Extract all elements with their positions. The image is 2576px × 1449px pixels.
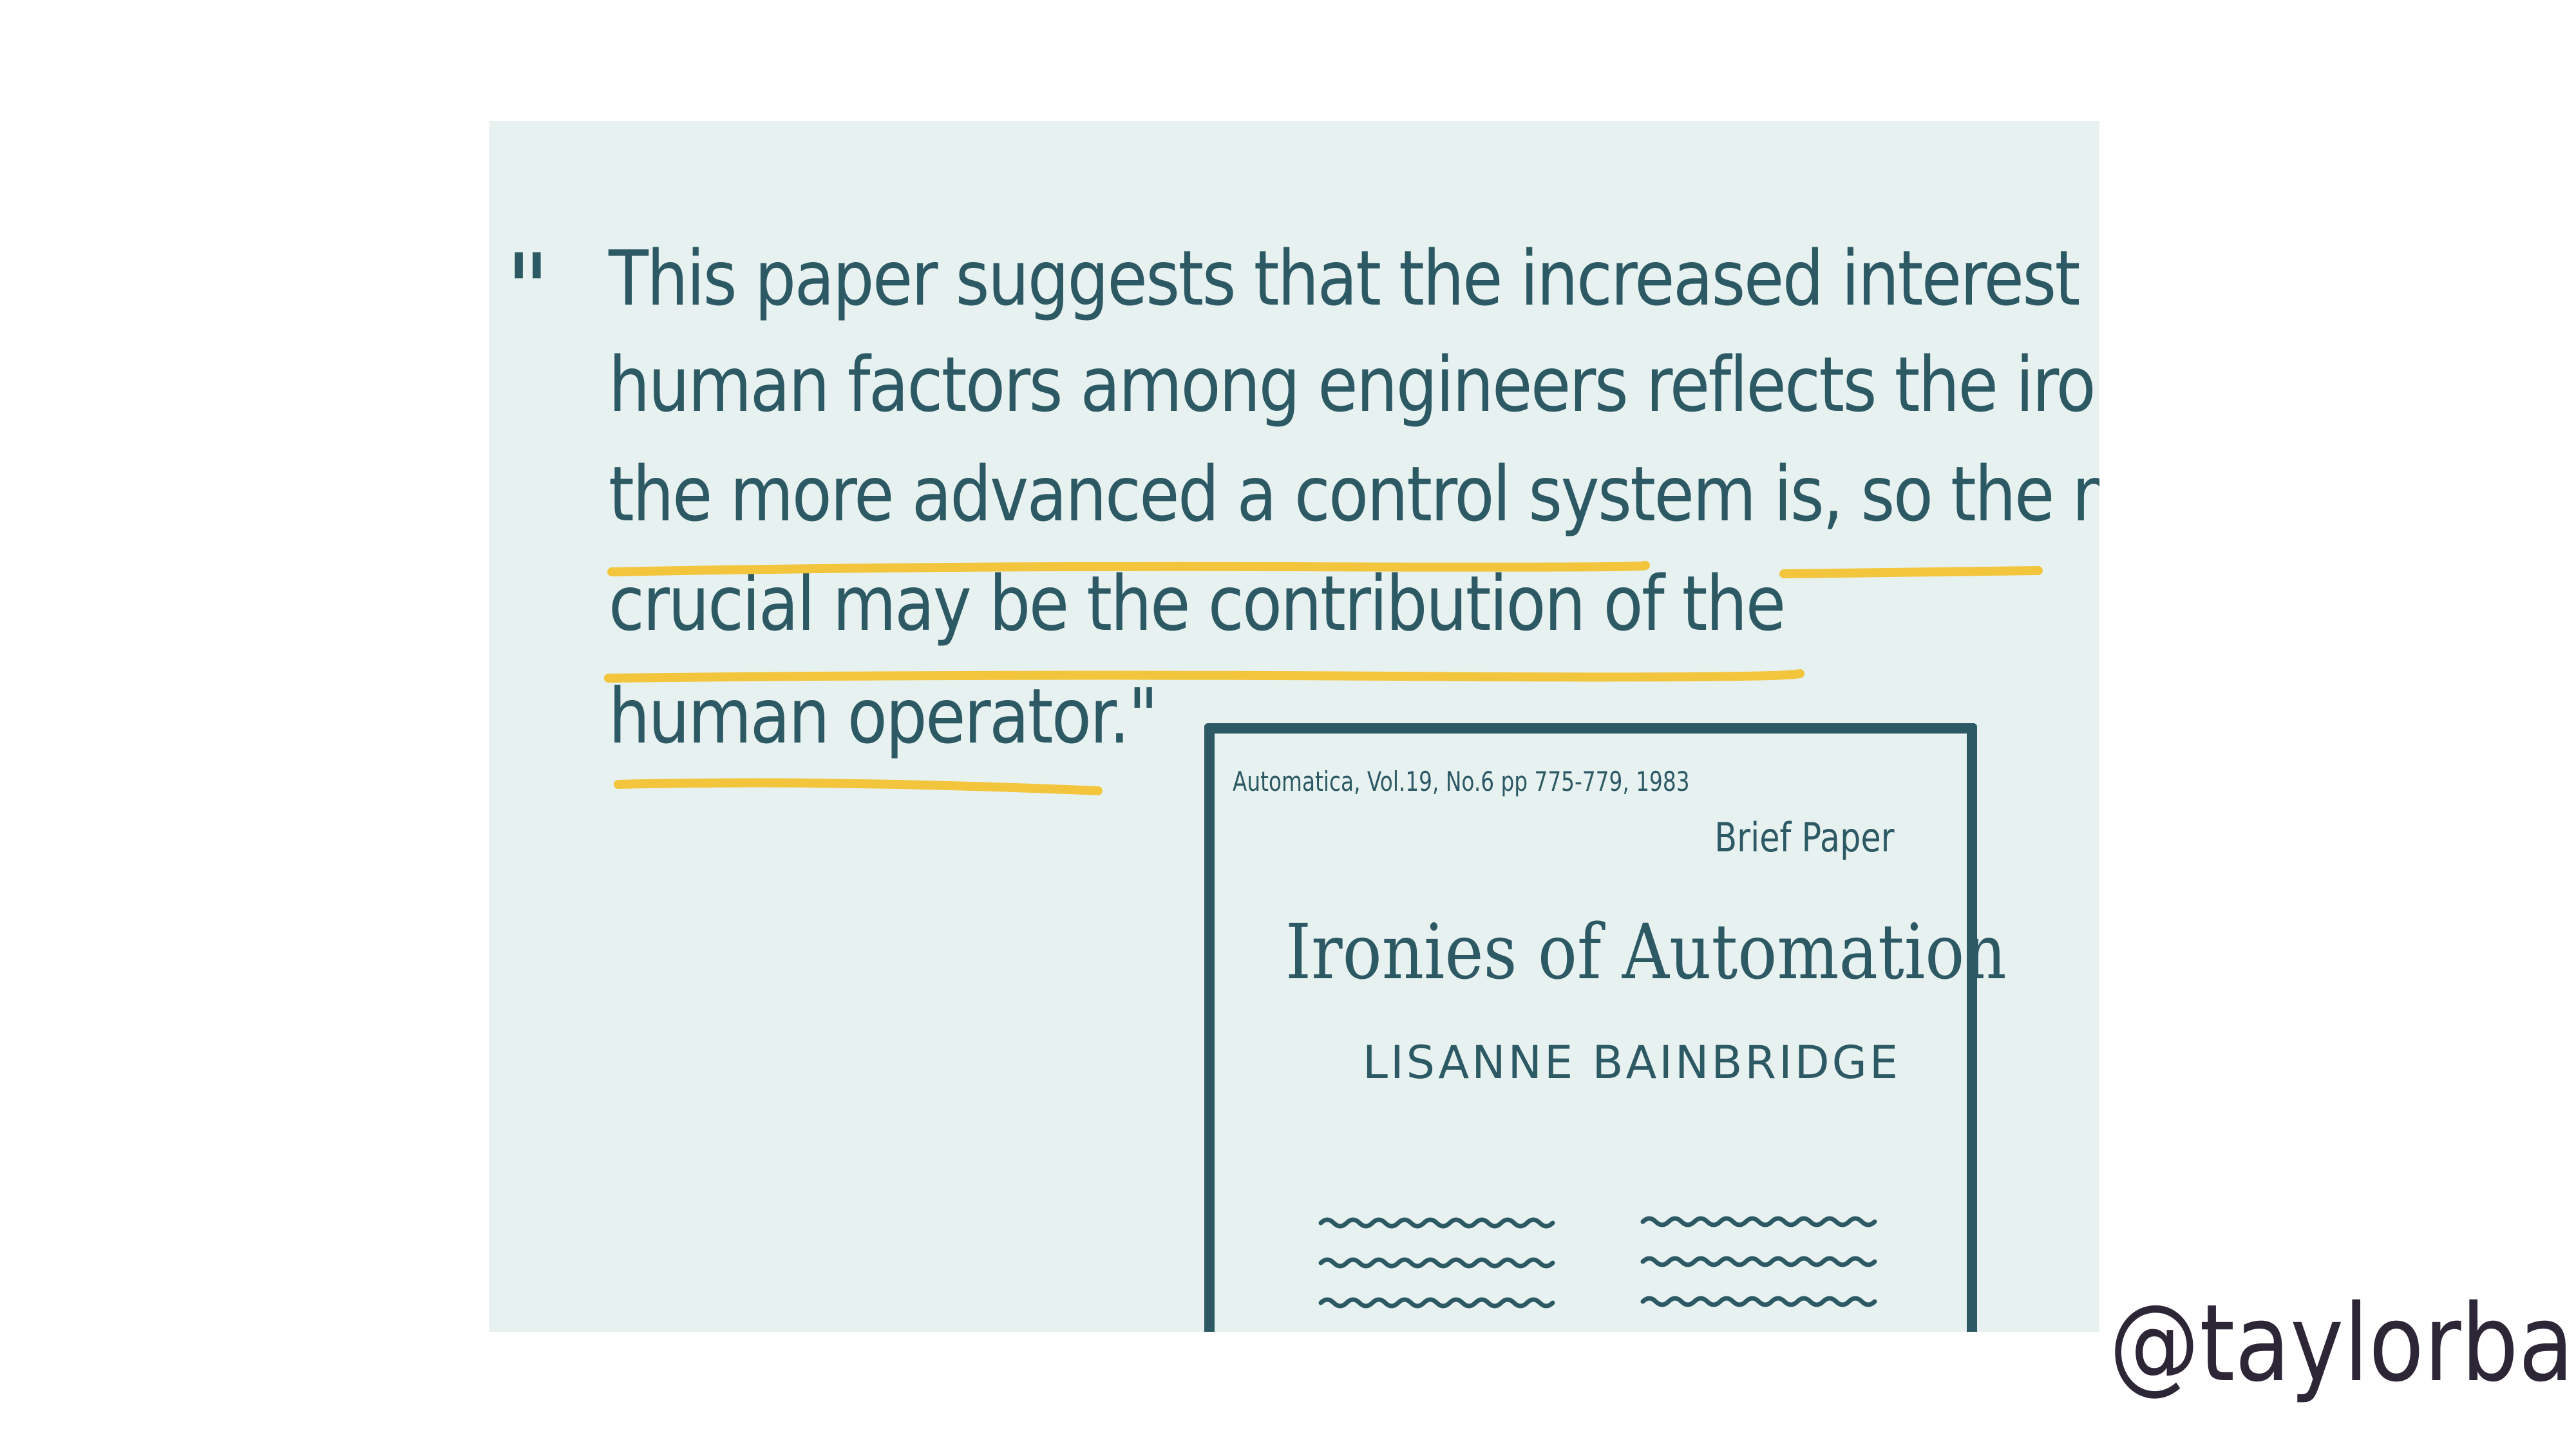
- open-quote-mark: ": [506, 234, 550, 346]
- paper-journal-citation: Automatica, Vol.19, No.6 pp 775-779, 198…: [1233, 766, 1690, 797]
- quote-line-1: This paper suggests that the increased i…: [609, 234, 2099, 323]
- scribble-text-lines: [1318, 1216, 1877, 1309]
- scribble-line-left-3: [1318, 1297, 1555, 1309]
- paper-author: LISANNE BAINBRIDGE: [1363, 1036, 1901, 1089]
- paper-type-label: Brief Paper: [1714, 814, 1895, 861]
- quote-line-5: human operator.": [609, 672, 1159, 761]
- paper-sketch: Automatica, Vol.19, No.6 pp 775-779, 198…: [1204, 723, 2007, 1332]
- scribble-line-left-1: [1318, 1217, 1555, 1229]
- scribble-line-right-2: [1640, 1256, 1877, 1267]
- quote-line-3: the more advanced a control system is, s…: [609, 450, 2099, 538]
- paper-title: Ironies of Automation: [1285, 907, 2007, 996]
- slide-panel: " This paper suggests that the increased…: [489, 121, 2099, 1332]
- quote-line-4: crucial may be the contribution of the: [609, 559, 1786, 648]
- scribble-line-right-3: [1640, 1296, 1877, 1307]
- quote-line-2: human factors among engineers reflects t…: [609, 340, 2099, 429]
- highlight-underline-2: [1779, 566, 2043, 578]
- scribble-line-left-2: [1318, 1257, 1555, 1269]
- author-signature: @taylorbar.net: [2109, 1282, 2576, 1405]
- highlight-underline-4: [614, 778, 1103, 795]
- scribble-line-right-1: [1640, 1216, 1877, 1227]
